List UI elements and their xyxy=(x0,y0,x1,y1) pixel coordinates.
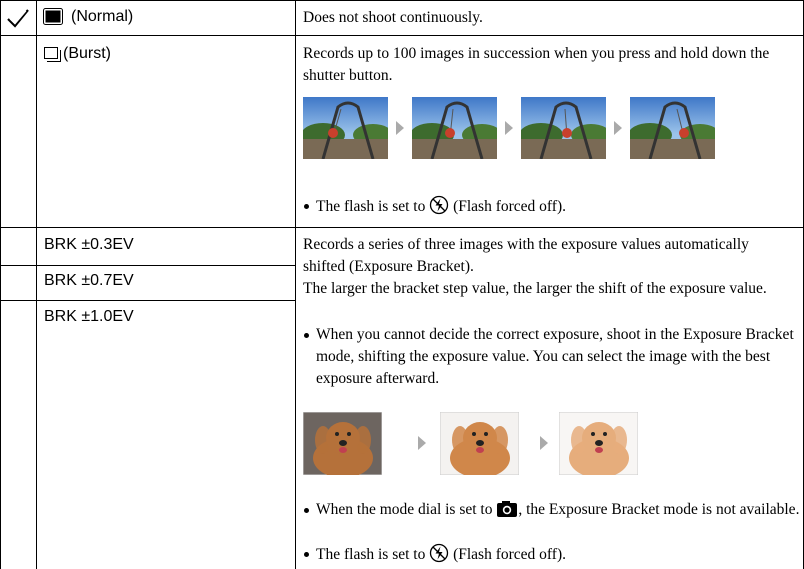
sequence-arrow xyxy=(614,121,622,135)
normal-mode-icon xyxy=(43,8,63,25)
example-photo xyxy=(302,411,383,478)
burst-mode-icon xyxy=(44,47,61,62)
note: When you cannot decide the correct expos… xyxy=(303,324,796,390)
note-text: (Flash forced off). xyxy=(453,546,567,563)
note: When the mode dial is set to , the Expos… xyxy=(303,499,804,521)
example-photo xyxy=(558,411,639,478)
description: Records up to 100 images in succession w… xyxy=(303,45,770,84)
example-photo xyxy=(439,411,520,478)
mode-label: BRK ±0.7EV xyxy=(44,272,134,289)
rule xyxy=(295,0,296,569)
rule xyxy=(0,265,295,266)
example-photo xyxy=(519,97,611,160)
note-text: The flash is set to xyxy=(316,198,426,215)
default-check-icon xyxy=(7,9,29,28)
bullet xyxy=(304,204,309,209)
description: Records a series of three images with th… xyxy=(303,236,749,275)
sequence-arrow xyxy=(418,436,426,450)
mode-label: BRK ±0.3EV xyxy=(44,236,134,253)
mode-label: (Normal) xyxy=(71,8,134,25)
rule xyxy=(0,0,804,1)
description: Does not shoot continuously. xyxy=(303,9,483,26)
note: The flash is set to (Flash forced off). xyxy=(303,543,804,566)
bullet xyxy=(304,333,309,338)
description: The larger the bracket step value, the l… xyxy=(303,280,767,297)
note: The flash is set to (Flash forced off). xyxy=(303,195,804,218)
note-text: When the mode dial is set to xyxy=(316,501,493,518)
rule xyxy=(0,300,295,301)
rule xyxy=(0,227,804,228)
mode-label: (Burst) xyxy=(63,45,111,62)
note-text: When you cannot decide the correct expos… xyxy=(316,326,794,387)
example-photo xyxy=(301,97,393,160)
rule xyxy=(0,35,804,36)
note-text: , the Exposure Bracket mode is not avail… xyxy=(518,501,800,518)
sequence-arrow xyxy=(540,436,548,450)
camera-icon xyxy=(497,501,518,517)
example-photo xyxy=(628,97,720,160)
bullet xyxy=(304,552,309,557)
flash-off-icon xyxy=(430,543,449,563)
note-text: (Flash forced off). xyxy=(453,198,567,215)
example-photo xyxy=(410,97,502,160)
sequence-arrow xyxy=(505,121,513,135)
sequence-arrow xyxy=(396,121,404,135)
rule xyxy=(36,0,37,569)
mode-label: BRK ±1.0EV xyxy=(44,308,134,325)
note-text: The flash is set to xyxy=(316,546,426,563)
bullet xyxy=(304,508,309,513)
flash-off-icon xyxy=(430,195,449,215)
rule xyxy=(0,0,1,569)
